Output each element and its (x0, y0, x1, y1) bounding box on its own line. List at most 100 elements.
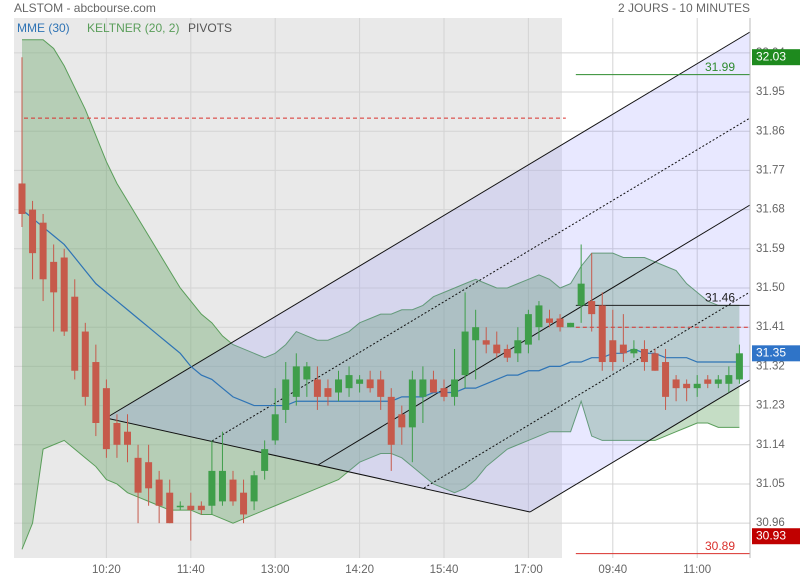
candle-body (240, 492, 248, 515)
x-tick-label: 11:00 (683, 564, 711, 576)
candle-body (577, 283, 585, 306)
x-tick-label: 13:00 (261, 564, 290, 576)
candle-body (588, 301, 596, 315)
price-tag (752, 345, 800, 362)
keltner-upper (22, 39, 740, 359)
pitchfork (105, 31, 751, 513)
pitchfork-line (105, 31, 751, 419)
legend-entry: KELTNER (20, 2) (87, 21, 179, 35)
candle-body (398, 414, 406, 428)
candle-body (29, 209, 37, 254)
candle-body (176, 505, 184, 508)
candle-body (18, 183, 26, 214)
candle-body (124, 431, 131, 445)
candle-body (208, 470, 216, 506)
chart-subtitle: 2 JOURS - 10 MINUTES (618, 1, 750, 15)
candle-body (619, 344, 627, 354)
y-tick-label: 31.50 (756, 282, 785, 294)
candle-body (387, 396, 395, 445)
pivot-label: 30.89 (705, 539, 735, 553)
candle-body (693, 383, 701, 389)
candle-body (113, 423, 121, 445)
y-tick-label: 30.96 (756, 517, 785, 529)
y-tick-label: 31.59 (756, 243, 785, 255)
pitchfork-line (529, 379, 751, 513)
candle-body (472, 327, 480, 341)
y-tick-label: 31.32 (756, 360, 785, 372)
candle-body (482, 340, 490, 345)
candle-body (335, 379, 342, 393)
candle-body (419, 379, 427, 397)
candle-body (197, 505, 205, 511)
candle-body (546, 318, 553, 323)
x-tick-label: 14:20 (345, 564, 374, 576)
pitchfork-line (423, 291, 751, 489)
candle-body (155, 479, 163, 506)
y-tick-label: 31.41 (756, 321, 785, 333)
candle-body (187, 505, 195, 511)
candle-body (503, 348, 511, 358)
candle-body (292, 366, 300, 397)
candle-body (81, 331, 89, 397)
candle-body (662, 362, 670, 397)
candle-body (514, 340, 522, 354)
candle-body (598, 305, 606, 363)
candle-body (683, 383, 691, 389)
candle-body (640, 348, 648, 363)
candles (18, 57, 743, 541)
keltner-fill (22, 39, 740, 550)
candle-body (630, 348, 638, 354)
candle-body (524, 314, 532, 345)
keltner-lower (21, 399, 740, 550)
candle-body (50, 261, 58, 293)
x-tick-label: 10:20 (92, 564, 121, 576)
y-tick-label: 31.86 (756, 125, 785, 137)
price-tag (752, 528, 800, 545)
candle-body (556, 318, 564, 328)
candle-body (39, 222, 47, 280)
candle-body (377, 379, 385, 397)
candle-body (324, 388, 332, 397)
price-tag-label: 30.93 (756, 528, 786, 542)
candle-body (366, 379, 374, 389)
pitchfork-line (211, 117, 751, 442)
candle-body (250, 475, 258, 502)
y-tick-label: 31.68 (756, 204, 785, 216)
candle-body (313, 379, 321, 397)
candle-body (134, 457, 142, 493)
candle-body (218, 470, 226, 502)
candle-body (725, 375, 733, 384)
candle-body (92, 362, 100, 423)
labels: 30.96 31.05 31.14 31.23 31.32 31.41 31.50 31.59… (92, 47, 800, 576)
candle-body (261, 449, 269, 471)
candle-body (651, 353, 659, 371)
candle-body (282, 379, 290, 410)
candle-body (429, 379, 437, 393)
candle-body (567, 322, 575, 328)
pivot-label: 31.46 (705, 291, 735, 305)
price-tag-label: 32.03 (756, 49, 786, 63)
price-tag (752, 49, 800, 66)
y-tick-label: 31.14 (756, 439, 785, 451)
candle-body (451, 379, 459, 397)
y-tick-label: 31.95 (756, 86, 785, 98)
candle-body (535, 305, 543, 328)
candle-body (71, 296, 79, 371)
legend-entry: MME (30) (17, 21, 70, 35)
y-tick-label: 31.77 (756, 164, 785, 176)
x-tick-label: 09:40 (598, 564, 627, 576)
legend-entry: PIVOTS (188, 21, 232, 35)
x-tick-label: 11:40 (177, 564, 205, 576)
candle-body (60, 257, 68, 332)
candle-body (229, 479, 237, 502)
candle-body (714, 379, 722, 384)
candle-body (672, 379, 680, 389)
pitchfork-area (106, 32, 750, 512)
candle-body (303, 366, 311, 380)
chart-title: ALSTOM - abcbourse.com (14, 1, 156, 15)
candle-body (440, 388, 448, 397)
candle-body (704, 379, 712, 384)
candle-body (356, 379, 364, 384)
x-tick-label: 15:40 (430, 564, 459, 576)
